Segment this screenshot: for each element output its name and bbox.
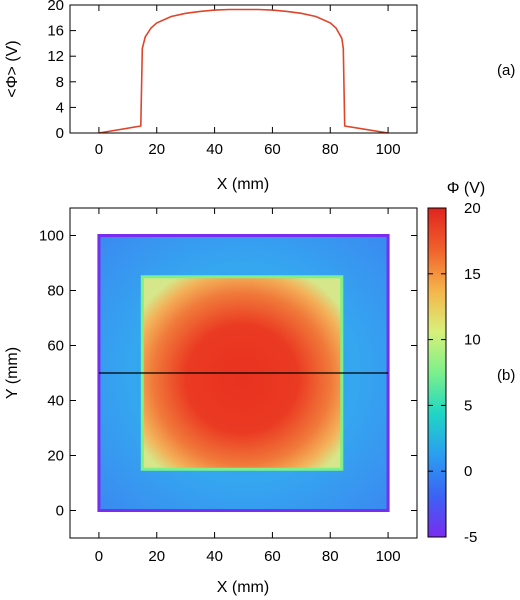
- colorbar: -5 0 5 10 15 20 Φ (V): [427, 180, 486, 546]
- heatmap-x-tick-label: 20: [148, 548, 165, 565]
- heatmap-y-tick-label: 20: [47, 448, 64, 465]
- profile-y-tick-label: 20: [47, 0, 64, 14]
- colorbar-tick-label: 0: [464, 463, 472, 480]
- profile-y-ticks: 0 4 8 12 16 20: [47, 0, 417, 142]
- colorbar-label: Φ (V): [447, 180, 486, 197]
- heatmap-y-tick-label: 60: [47, 338, 64, 355]
- profile-y-tick-label: 4: [56, 99, 64, 116]
- profile-x-ticks: 0 20 40 60 80 100: [95, 5, 401, 158]
- heatmap-plot-frame: [69, 207, 418, 539]
- colorbar-tick-label: 5: [464, 397, 472, 414]
- profile-y-tick-label: 16: [47, 23, 64, 40]
- panel-label-a: (a): [497, 62, 515, 79]
- colorbar-tick-label: 20: [464, 200, 481, 217]
- profile-y-tick-label: 12: [47, 48, 64, 65]
- heatmap-y-tick-label: 0: [56, 503, 64, 520]
- profile-y-tick-label: 8: [56, 74, 64, 91]
- profile-x-tick-label: 40: [206, 141, 223, 158]
- profile-x-tick-label: 20: [148, 141, 165, 158]
- profile-series-line: [98, 8, 389, 134]
- heatmap-y-tick-label: 40: [47, 393, 64, 410]
- profile-x-tick-label: 80: [322, 141, 339, 158]
- profile-xlabel: X (mm): [217, 176, 269, 193]
- heatmap-x-tick-label: 40: [206, 548, 223, 565]
- heatmap-y-ticks: 0 20 40 60 80 100: [39, 228, 417, 520]
- heatmap-x-tick-label: 100: [376, 548, 401, 565]
- profile-plot-frame: [69, 4, 418, 134]
- heatmap-y-tick-label: 100: [39, 228, 64, 245]
- profile-x-tick-label: 0: [95, 141, 103, 158]
- heatmap-x-tick-label: 0: [95, 548, 103, 565]
- heatmap-x-tick-label: 80: [322, 548, 339, 565]
- profile-ylabel: <Φ> (V): [4, 40, 21, 97]
- profile-x-tick-label: 60: [264, 141, 281, 158]
- panel-label-b: (b): [497, 367, 515, 384]
- colorbar-tick-label: 10: [464, 332, 481, 349]
- profile-y-tick-label: 0: [56, 125, 64, 142]
- heatmap-ylabel: Y (mm): [4, 347, 21, 399]
- heatmap-xlabel: X (mm): [217, 579, 269, 596]
- colorbar-tick-label: -5: [464, 529, 477, 546]
- colorbar-ticks: -5 0 5 10 15 20: [428, 200, 481, 546]
- profile-x-tick-label: 100: [376, 141, 401, 158]
- heatmap-y-tick-label: 80: [47, 283, 64, 300]
- colorbar-gradient: [427, 207, 447, 538]
- heatmap-x-ticks: 0 20 40 60 80 100: [95, 208, 401, 565]
- colorbar-tick-label: 15: [464, 266, 481, 283]
- heatmap-x-tick-label: 60: [264, 548, 281, 565]
- profile-chart: 0 4 8 12 16 20 0 20 40 60 80 100 <Φ> (V) X (mm) (a…: [4, 0, 515, 193]
